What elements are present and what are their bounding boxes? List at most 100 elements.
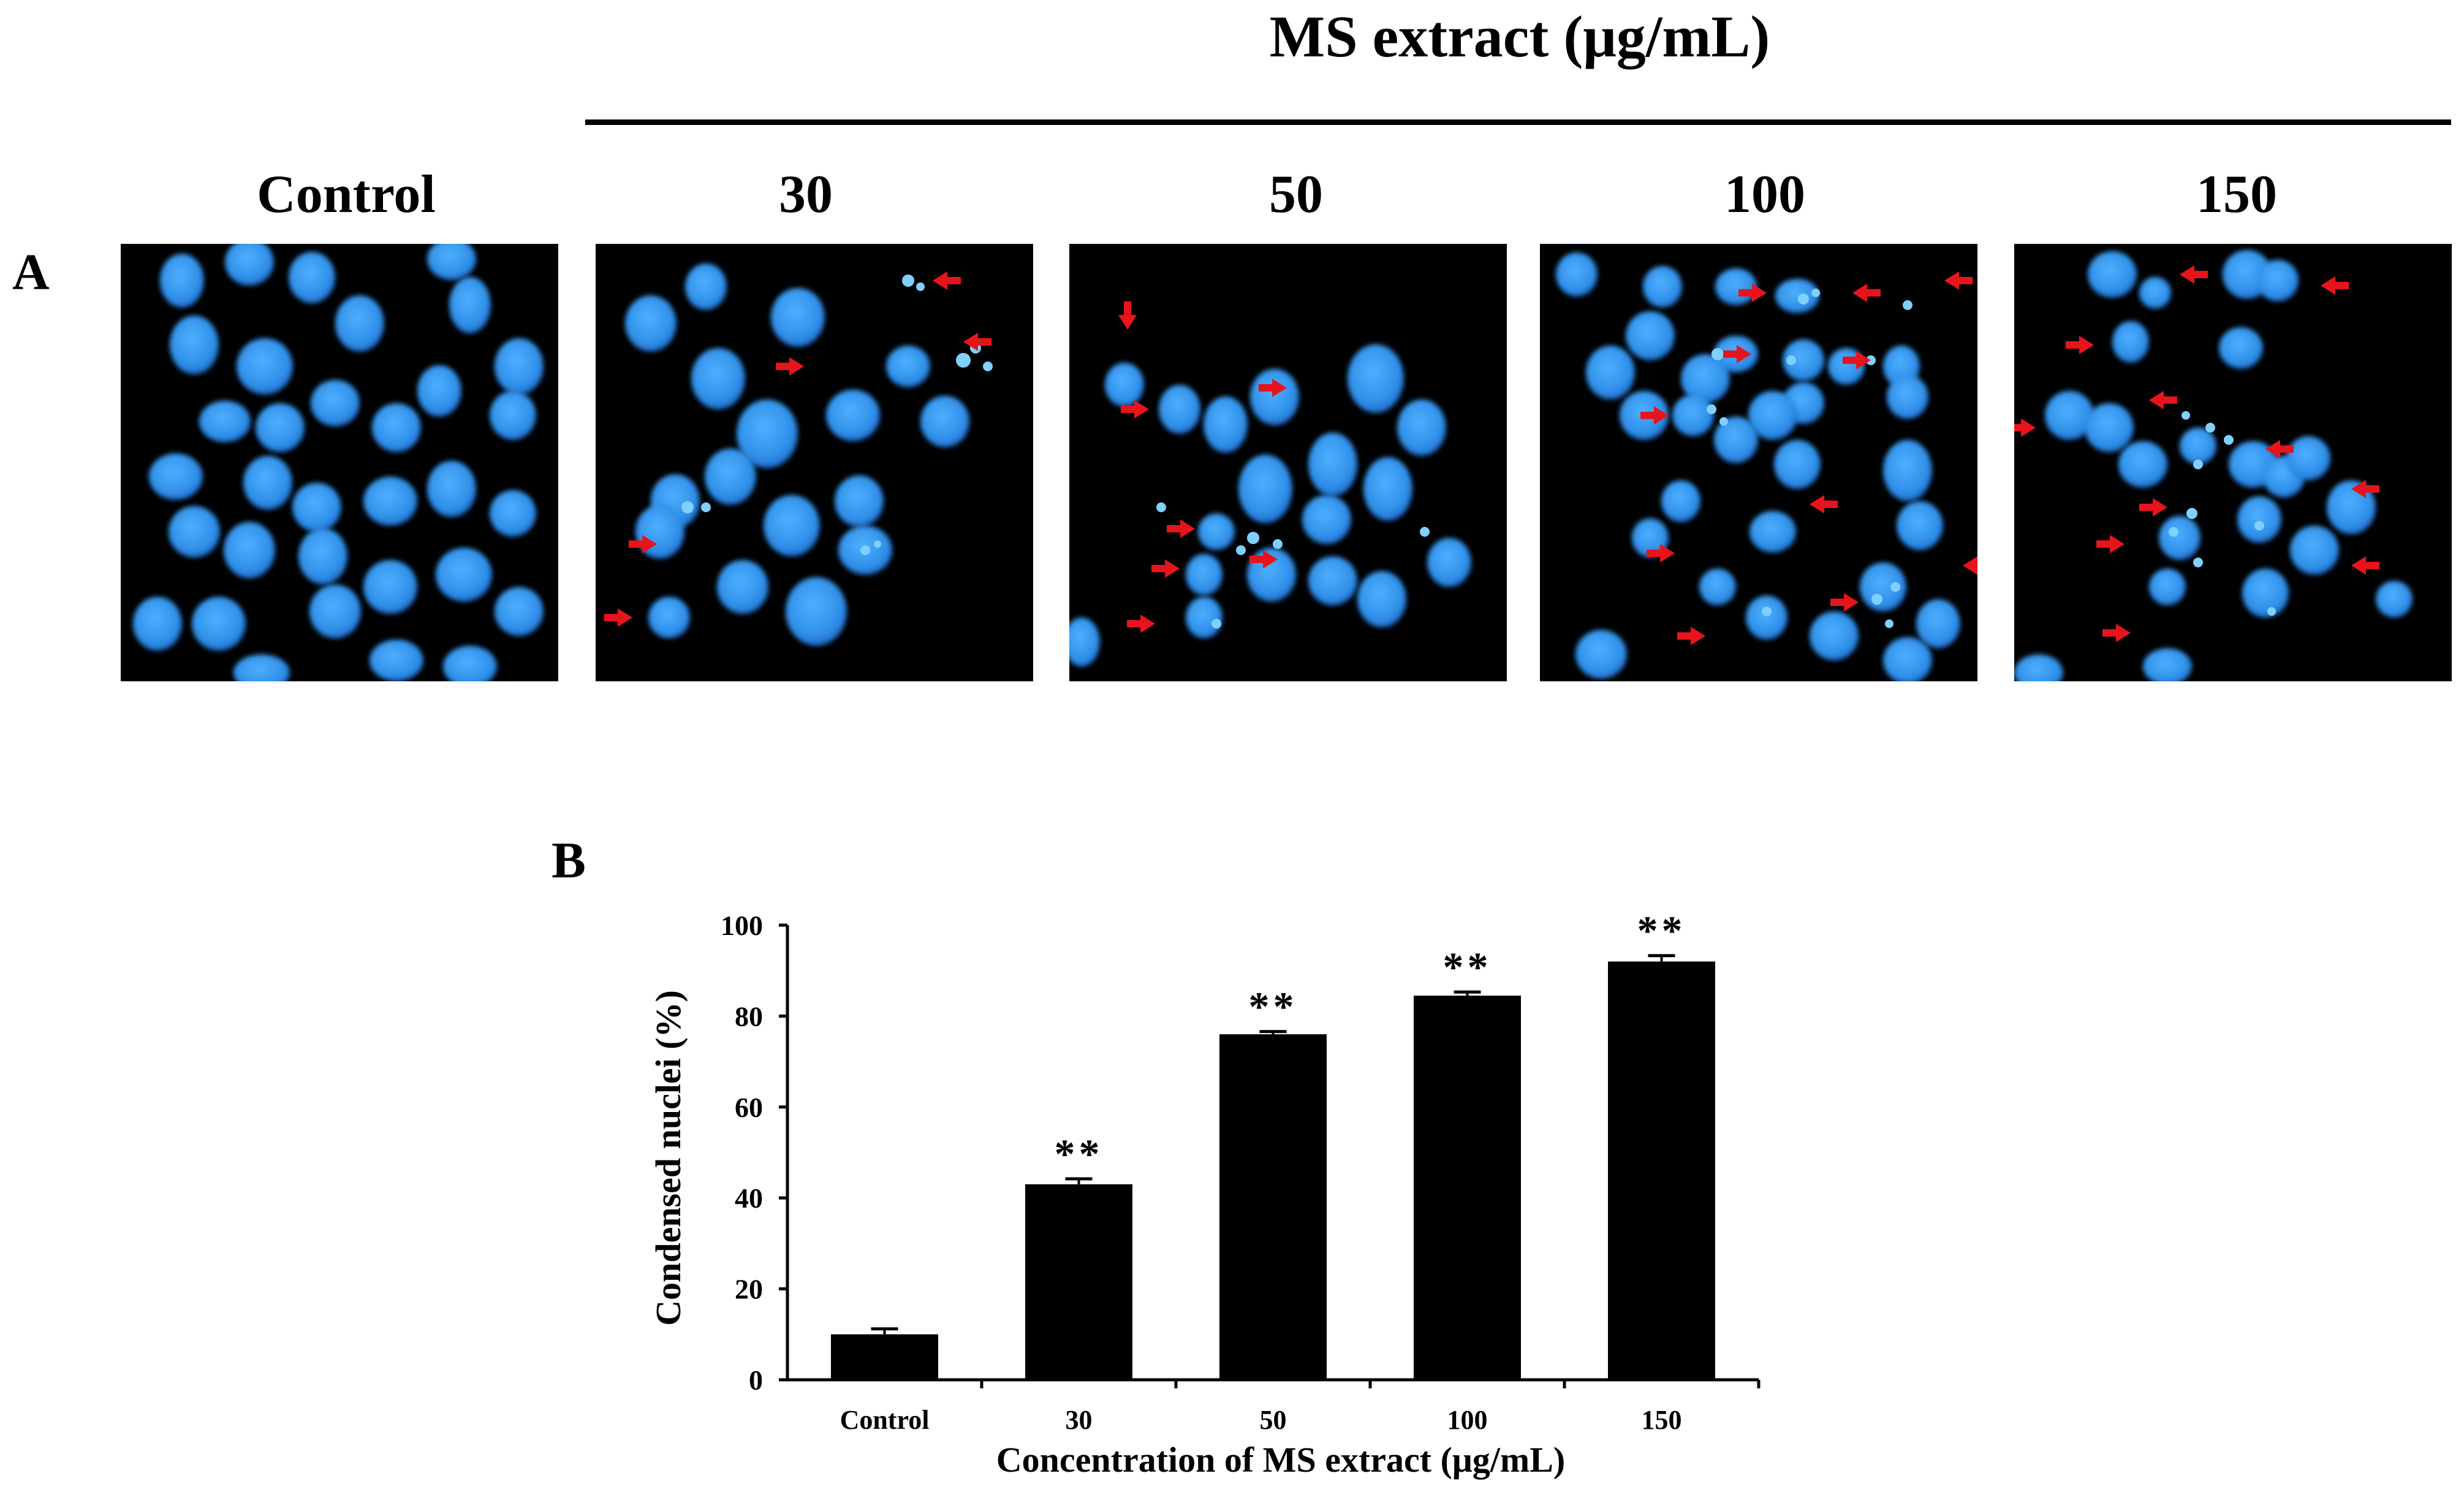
x-tick-label: 150 [1642, 1405, 1682, 1435]
cell-nucleus [1198, 513, 1235, 550]
nuclear-fragment [874, 540, 881, 548]
cell-nucleus [169, 506, 220, 558]
nuclear-fragment [860, 545, 870, 555]
cell-nucleus [2159, 516, 2201, 560]
cell-nucleus [449, 277, 491, 333]
red-arrow-icon [1151, 559, 1180, 578]
cell-nucleus [1699, 569, 1736, 605]
cell-nucleus [1105, 363, 1144, 407]
red-arrow-icon [1810, 495, 1838, 513]
cell-nucleus [625, 295, 677, 352]
cell-nucleus [233, 654, 290, 681]
x-tick-label: Control [840, 1405, 930, 1435]
cell-nucleus [2242, 569, 2289, 618]
red-arrow-icon [776, 357, 804, 376]
cell-nucleus [363, 560, 417, 614]
cell-nucleus [311, 380, 360, 426]
nuclear-fragment [681, 501, 694, 513]
micrograph-control [121, 244, 558, 681]
cell-nucleus [1626, 311, 1675, 360]
cell-nucleus [1186, 554, 1223, 596]
cell-nucleus [1897, 501, 1943, 550]
cell-nucleus [2219, 327, 2263, 369]
nuclear-fragment [1712, 348, 1724, 360]
cell-nucleus [1883, 440, 1932, 501]
cell-nucleus [192, 597, 246, 651]
cell-nucleus [292, 483, 341, 532]
cell-nucleus [1159, 385, 1200, 434]
panel-b-letter: B [552, 832, 586, 889]
cell-nucleus [224, 522, 275, 578]
red-arrow-icon [2139, 498, 2167, 516]
nuclear-fragment [2205, 423, 2215, 433]
x-axis-label: Concentration of MS extract (μg/mL) [996, 1440, 1565, 1480]
nuclear-fragment [2267, 607, 2276, 616]
column-label-150: 150 [2196, 165, 2277, 224]
nuclear-fragment [2193, 558, 2203, 567]
cell-nucleus [363, 477, 417, 526]
cell-nucleus [1916, 599, 1960, 648]
cell-nucleus [1681, 354, 1730, 403]
red-arrow-icon [2265, 440, 2294, 458]
cell-nucleus [764, 495, 820, 556]
nuclear-fragment [701, 502, 711, 512]
red-arrow-icon [2102, 624, 2131, 642]
cell-nucleus [771, 288, 825, 347]
micrograph-50 [1069, 244, 1507, 681]
nuclear-fragment [2186, 508, 2197, 519]
header-rule [585, 119, 2451, 125]
nuclear-fragment [1236, 545, 1246, 555]
red-arrow-icon [1723, 345, 1751, 363]
red-arrow-icon [1963, 556, 1977, 575]
red-arrow-icon [1127, 615, 1155, 633]
red-arrow-icon [2351, 556, 2379, 575]
red-arrow-icon [2149, 391, 2177, 409]
nuclear-fragment [956, 353, 971, 368]
red-arrow-icon [1249, 550, 1278, 569]
cell-nucleus [256, 403, 305, 452]
cell-nucleus [2237, 496, 2281, 543]
cell-nucleus [2286, 436, 2330, 480]
cell-nucleus [920, 396, 969, 447]
cell-nucleus [243, 456, 292, 510]
nuclear-fragment [1719, 417, 1728, 426]
cell-nucleus [170, 316, 219, 374]
cell-nucleus [1427, 538, 1471, 587]
cell-nucleus [133, 597, 182, 651]
red-arrow-icon [1852, 284, 1881, 302]
panel-a-letter: A [12, 244, 50, 301]
column-label-30: 30 [779, 165, 833, 224]
column-label-control: Control [257, 165, 436, 224]
cell-nucleus [427, 461, 476, 517]
cell-nucleus [2257, 260, 2299, 301]
nuclear-fragment [902, 274, 914, 287]
cell-nucleus [2143, 648, 2192, 681]
red-arrow-icon [2180, 265, 2208, 284]
cell-nucleus [427, 244, 476, 280]
cell-nucleus [737, 399, 798, 468]
cell-nucleus [1250, 369, 1299, 425]
significance-marker: ** [1443, 944, 1492, 990]
nuclear-fragment [1811, 289, 1820, 297]
nuclear-fragment [916, 282, 925, 291]
cell-nucleus [1883, 637, 1932, 681]
cell-nucleus [2290, 526, 2339, 575]
cell-nucleus [1363, 457, 1412, 521]
bar-control [831, 1334, 938, 1380]
nuclear-fragment [2224, 435, 2234, 445]
cell-nucleus [1749, 511, 1796, 553]
cell-nucleus [2139, 277, 2171, 309]
red-arrow-icon [1118, 301, 1137, 330]
red-arrow-icon [2014, 418, 2036, 437]
y-tick-label: 60 [735, 1092, 763, 1123]
cell-nucleus [1746, 596, 1787, 640]
cell-nucleus [372, 403, 421, 452]
cell-nucleus [490, 391, 536, 440]
cell-nucleus [1661, 480, 1700, 522]
nuclear-fragment [1420, 527, 1430, 537]
nuclear-fragment [983, 361, 993, 371]
bar-100 [1414, 996, 1521, 1380]
cell-nucleus [237, 338, 293, 395]
red-arrow-icon [1738, 284, 1767, 302]
nuclear-fragment [1903, 300, 1912, 310]
